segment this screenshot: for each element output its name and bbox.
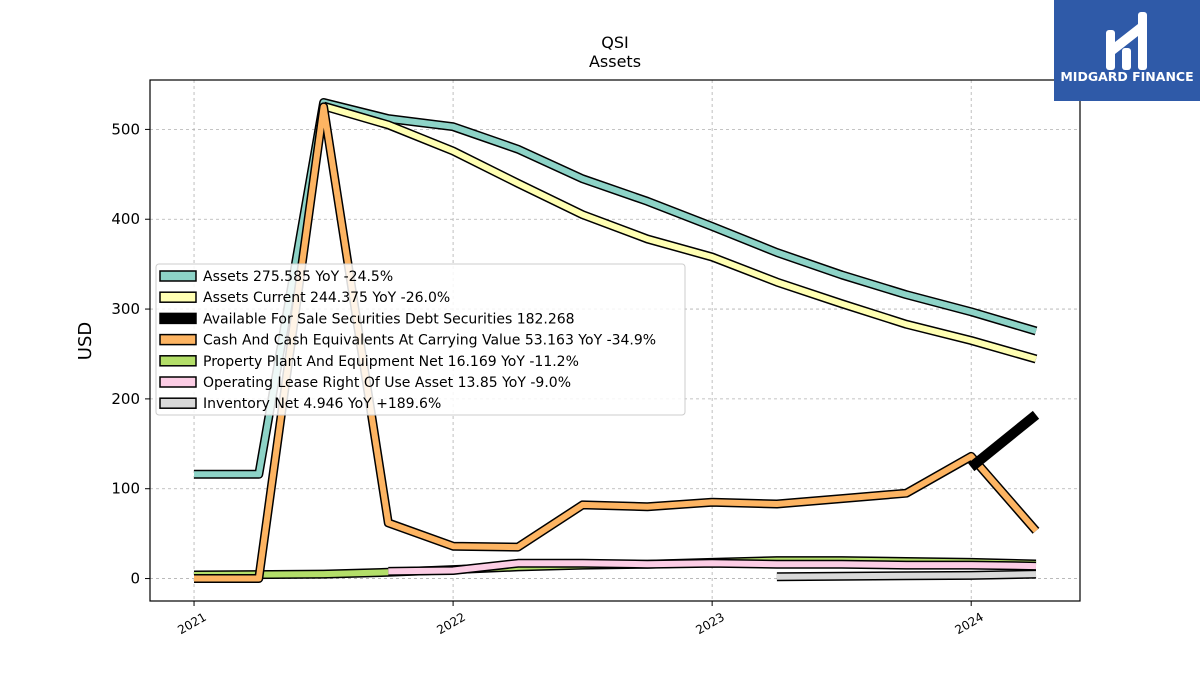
chart-subtitle: Assets: [589, 52, 641, 71]
series-line-3: [968, 410, 1040, 472]
series-lines: [193, 98, 1040, 583]
y-tick-label: 500: [111, 120, 140, 138]
legend-item: Assets 275.585 YoY -24.5%: [159, 269, 393, 285]
legend-label: Assets Current 244.375 YoY -26.0%: [203, 290, 450, 306]
legend-swatch: [159, 270, 197, 282]
series-line-4: [194, 102, 1040, 583]
legend-label: Assets 275.585 YoY -24.5%: [203, 269, 393, 285]
series-stroke: [776, 571, 1037, 580]
y-axis-label: USD: [75, 322, 96, 360]
series-stroke: [194, 103, 1039, 582]
series-stroke: [388, 560, 1037, 575]
legend-swatch: [159, 397, 197, 409]
legend-item: Available For Sale Securities Debt Secur…: [159, 311, 575, 327]
legend-swatch: [159, 376, 197, 388]
legend-item: Cash And Cash Equivalents At Carrying Va…: [159, 333, 656, 349]
logo-text: MIDGARD FINANCE: [1060, 69, 1193, 84]
series-stroke: [968, 410, 1040, 472]
y-tick-label: 300: [111, 300, 140, 318]
legend-label: Available For Sale Securities Debt Secur…: [203, 311, 575, 327]
series-line-7: [776, 569, 1037, 582]
series-stroke: [322, 103, 1037, 362]
y-axis-ticks: 0 100 200 300 400 500: [111, 120, 150, 588]
legend-swatch: [159, 333, 197, 346]
y-tick-label: 400: [111, 210, 140, 228]
legend-label: Inventory Net 4.946 YoY +189.6%: [203, 396, 441, 412]
plot-frame: [149, 79, 1081, 602]
legend-item: Assets Current 244.375 YoY -26.0%: [159, 290, 450, 306]
legend-swatch: [159, 312, 197, 325]
legend-swatch: [159, 355, 197, 367]
series-line-2: [322, 101, 1038, 364]
legend-label: Cash And Cash Equivalents At Carrying Va…: [203, 333, 656, 349]
y-tick-label: 200: [111, 390, 140, 408]
series-line-6: [388, 558, 1037, 576]
logo-mark-icon: [1106, 12, 1147, 70]
chart-title: QSI: [601, 33, 628, 52]
y-tick-label: 100: [111, 480, 140, 498]
legend-item: Property Plant And Equipment Net 16.169 …: [159, 354, 579, 370]
legend-swatch: [159, 291, 197, 303]
y-tick-label: 0: [130, 570, 140, 588]
legend: Assets 275.585 YoY -24.5% Assets Current …: [155, 263, 686, 416]
series-group: [193, 98, 1040, 583]
legend-label: Property Plant And Equipment Net 16.169 …: [203, 354, 579, 370]
logo: MIDGARD FINANCE: [1054, 0, 1200, 101]
legend-item: Inventory Net 4.946 YoY +189.6%: [159, 396, 441, 412]
legend-item: Operating Lease Right Of Use Asset 13.85…: [159, 375, 571, 391]
legend-label: Operating Lease Right Of Use Asset 13.85…: [203, 375, 571, 391]
legend-box: [155, 263, 686, 416]
